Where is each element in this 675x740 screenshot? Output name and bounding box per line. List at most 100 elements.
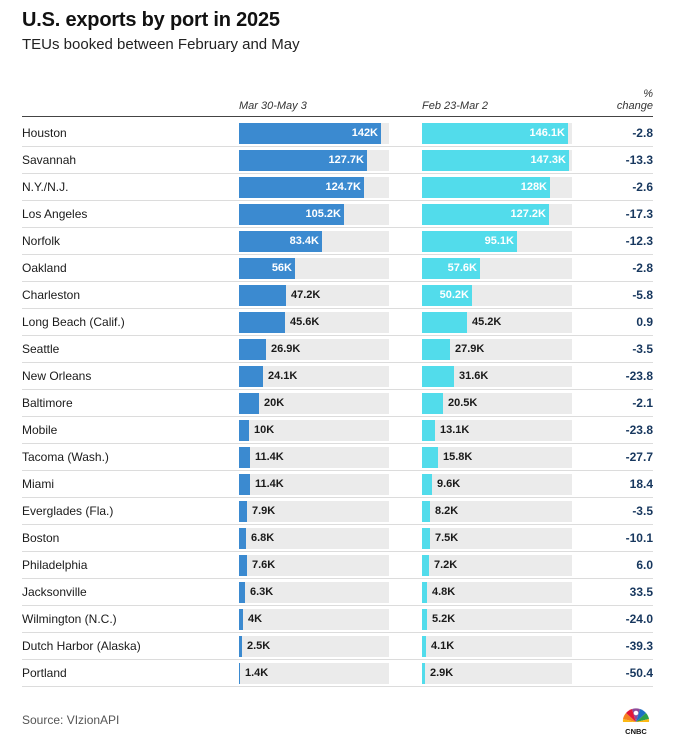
bar-track-a: 7.6K: [239, 555, 389, 576]
table-row: Charleston 47.2K 50.2K -5.8: [22, 282, 653, 309]
port-name: N.Y./N.J.: [22, 180, 69, 194]
column-header-period-b: Feb 23-Mar 2: [422, 100, 489, 112]
bar-value-label-a: 10K: [254, 424, 275, 436]
bar-track-a: 83.4K: [239, 231, 389, 252]
bar-a: [239, 150, 367, 171]
bar-b: [422, 177, 550, 198]
bar-value-label-a: 20K: [264, 397, 285, 409]
bar-track-b: 13.1K: [422, 420, 572, 441]
bar-b: [422, 474, 432, 495]
port-name: Tacoma (Wash.): [22, 450, 109, 464]
bar-value-label-a: 6.3K: [250, 586, 274, 598]
bar-b: [422, 150, 569, 171]
bar-track-a: 45.6K: [239, 312, 389, 333]
bar-b: [422, 501, 430, 522]
bar-a: [239, 663, 240, 684]
port-name: Everglades (Fla.): [22, 504, 114, 518]
bar-track-a: 11.4K: [239, 447, 389, 468]
port-name: Oakland: [22, 261, 67, 275]
pct-header-word: change: [616, 100, 653, 112]
table-row: Oakland 56K 57.6K -2.8: [22, 255, 653, 282]
bar-b: [422, 663, 425, 684]
bar-track-b: 127.2K: [422, 204, 572, 225]
bar-a: [239, 636, 242, 657]
bar-value-label-a: 11.4K: [255, 451, 284, 463]
bar-value-label-a: 83.4K: [289, 235, 319, 247]
bar-value-label-a: 124.7K: [325, 181, 361, 193]
bar-track-a: 124.7K: [239, 177, 389, 198]
port-name: Miami: [22, 477, 54, 491]
bar-track-b: 5.2K: [422, 609, 572, 630]
port-name: Seattle: [22, 342, 60, 356]
port-name: Houston: [22, 126, 67, 140]
bar-track-a: 20K: [239, 393, 389, 414]
table-row: Miami 11.4K 9.6K 18.4: [22, 471, 653, 498]
table-row: Seattle 26.9K 27.9K -3.5: [22, 336, 653, 363]
bar-value-label-b: 4.8K: [432, 586, 456, 598]
bar-a: [239, 285, 286, 306]
bar-track-a: 7.9K: [239, 501, 389, 522]
bar-value-label-a: 11.4K: [255, 478, 284, 490]
bar-a: [239, 582, 245, 603]
bar-track-a: 26.9K: [239, 339, 389, 360]
bar-track-b: 4.8K: [422, 582, 572, 603]
bar-track-b: 146.1K: [422, 123, 572, 144]
column-header-pct-change: % change: [593, 88, 653, 112]
bar-a: [239, 609, 243, 630]
bar-track-a: 105.2K: [239, 204, 389, 225]
bar-a: [239, 312, 285, 333]
bar-value-label-b: 45.2K: [472, 316, 502, 328]
bar-b: [422, 312, 467, 333]
bar-value-label-a: 127.7K: [328, 154, 364, 166]
chart-subtitle: TEUs booked between February and May: [22, 36, 300, 53]
port-name: Philadelphia: [22, 558, 88, 572]
bar-value-label-b: 147.3K: [530, 154, 566, 166]
bar-b: [422, 609, 427, 630]
bar-b: [422, 231, 517, 252]
table-row: Long Beach (Calif.) 45.6K 45.2K 0.9: [22, 309, 653, 336]
bar-track-a: 2.5K: [239, 636, 389, 657]
port-name: Norfolk: [22, 234, 61, 248]
bar-value-label-a: 24.1K: [268, 370, 298, 382]
bar-a: [239, 366, 263, 387]
bar-a: [239, 339, 266, 360]
pct-change-value: -17.3: [625, 207, 653, 221]
pct-change-value: -2.8: [632, 261, 653, 275]
bar-track-b: 50.2K: [422, 285, 572, 306]
table-row: Jacksonville 6.3K 4.8K 33.5: [22, 579, 653, 606]
pct-change-value: -2.1: [632, 396, 653, 410]
bar-value-label-b: 20.5K: [448, 397, 478, 409]
bar-track-a: 10K: [239, 420, 389, 441]
bar-value-label-a: 2.5K: [247, 640, 271, 652]
bar-value-label-a: 56K: [271, 262, 292, 274]
table-row: Portland 1.4K 2.9K -50.4: [22, 660, 653, 687]
bar-b: [422, 339, 450, 360]
bar-value-label-b: 5.2K: [432, 613, 456, 625]
column-header-period-a: Mar 30-May 3: [239, 100, 307, 112]
bar-value-label-a: 26.9K: [271, 343, 301, 355]
bar-value-label-a: 7.6K: [252, 559, 276, 571]
bar-track-b: 128K: [422, 177, 572, 198]
bar-b: [422, 204, 549, 225]
port-name: Portland: [22, 666, 67, 680]
pct-change-value: -3.5: [632, 342, 653, 356]
pct-change-value: -23.8: [625, 369, 653, 383]
table-row: Philadelphia 7.6K 7.2K 6.0: [22, 552, 653, 579]
bar-track-b: 15.8K: [422, 447, 572, 468]
bar-track-a: 127.7K: [239, 150, 389, 171]
bar-value-label-b: 4.1K: [431, 640, 455, 652]
bar-track-b: 2.9K: [422, 663, 572, 684]
bar-track-b: 4.1K: [422, 636, 572, 657]
table-row: Everglades (Fla.) 7.9K 8.2K -3.5: [22, 498, 653, 525]
bar-track-b: 8.2K: [422, 501, 572, 522]
bar-value-label-a: 105.2K: [305, 208, 341, 220]
pct-change-value: -27.7: [625, 450, 653, 464]
bar-track-b: 147.3K: [422, 150, 572, 171]
bar-track-b: 27.9K: [422, 339, 572, 360]
bar-b: [422, 123, 568, 144]
table-row: New Orleans 24.1K 31.6K -23.8: [22, 363, 653, 390]
bar-track-a: 11.4K: [239, 474, 389, 495]
port-name: Long Beach (Calif.): [22, 315, 125, 329]
bar-a: [239, 393, 259, 414]
bar-a: [239, 474, 250, 495]
